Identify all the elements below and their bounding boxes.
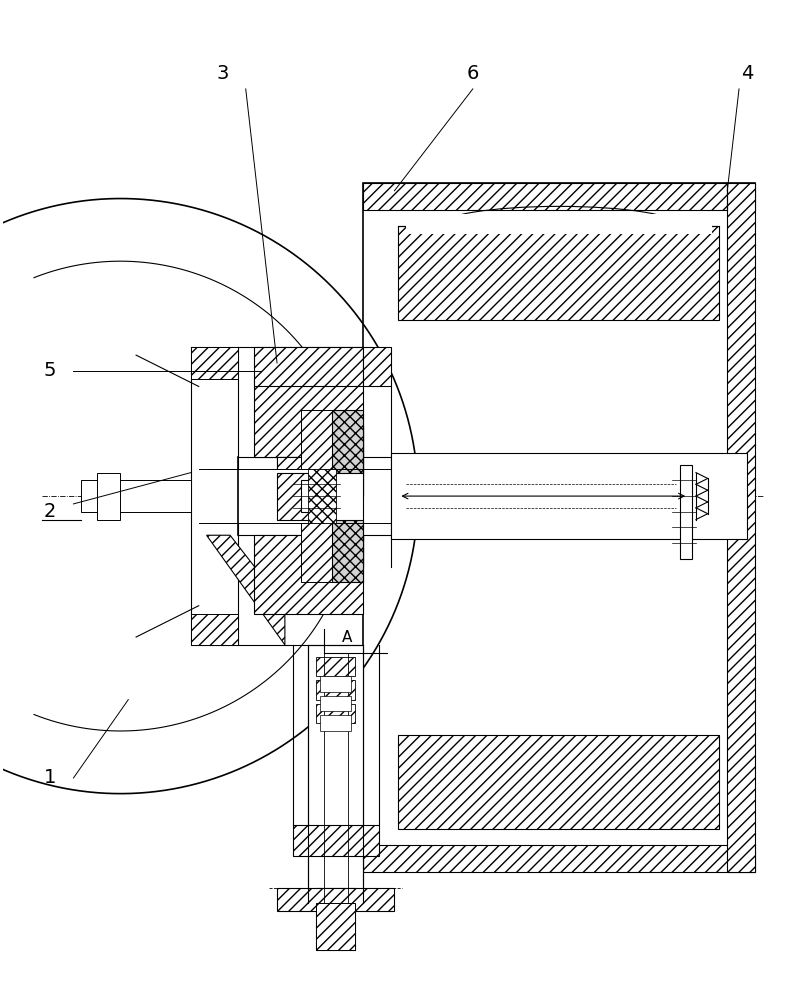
Bar <box>316 903 355 950</box>
Bar <box>191 614 238 645</box>
Bar <box>277 457 363 496</box>
Bar <box>320 696 351 711</box>
Bar <box>191 347 238 379</box>
Text: 6: 6 <box>466 64 479 83</box>
Text: 3: 3 <box>216 64 229 83</box>
Bar <box>308 645 363 903</box>
Bar <box>301 480 332 512</box>
Bar <box>277 457 363 496</box>
Bar <box>391 453 747 539</box>
Bar <box>308 469 336 523</box>
Bar <box>336 426 363 567</box>
Bar <box>320 715 351 731</box>
Bar <box>391 320 727 735</box>
Bar <box>336 426 363 567</box>
Bar <box>207 457 398 535</box>
Text: 4: 4 <box>741 64 753 83</box>
Bar <box>301 520 332 582</box>
Bar <box>81 480 191 512</box>
Bar <box>316 657 355 676</box>
Bar <box>301 410 332 473</box>
Bar <box>191 347 238 645</box>
Bar <box>398 735 720 829</box>
Text: A: A <box>342 630 353 645</box>
Bar <box>398 226 720 320</box>
Bar <box>332 520 363 582</box>
Bar <box>727 183 755 872</box>
Bar <box>253 347 363 386</box>
Bar <box>277 888 394 911</box>
Bar <box>363 183 755 872</box>
Bar <box>253 535 363 614</box>
Bar <box>680 465 692 559</box>
Bar <box>253 379 363 457</box>
Bar <box>293 825 379 856</box>
Bar <box>316 680 355 700</box>
Bar <box>316 704 355 723</box>
Bar <box>215 469 363 523</box>
Bar <box>406 214 712 234</box>
Text: 2: 2 <box>43 502 56 521</box>
Text: 1: 1 <box>43 768 56 787</box>
Bar <box>199 469 226 523</box>
Bar <box>363 347 391 386</box>
Bar <box>332 410 363 473</box>
Bar <box>363 845 755 872</box>
Bar <box>316 888 355 950</box>
Polygon shape <box>207 535 285 645</box>
Text: 5: 5 <box>43 361 56 380</box>
Bar <box>320 676 351 692</box>
Bar <box>363 183 755 210</box>
Bar <box>277 473 332 520</box>
Bar <box>97 473 121 520</box>
